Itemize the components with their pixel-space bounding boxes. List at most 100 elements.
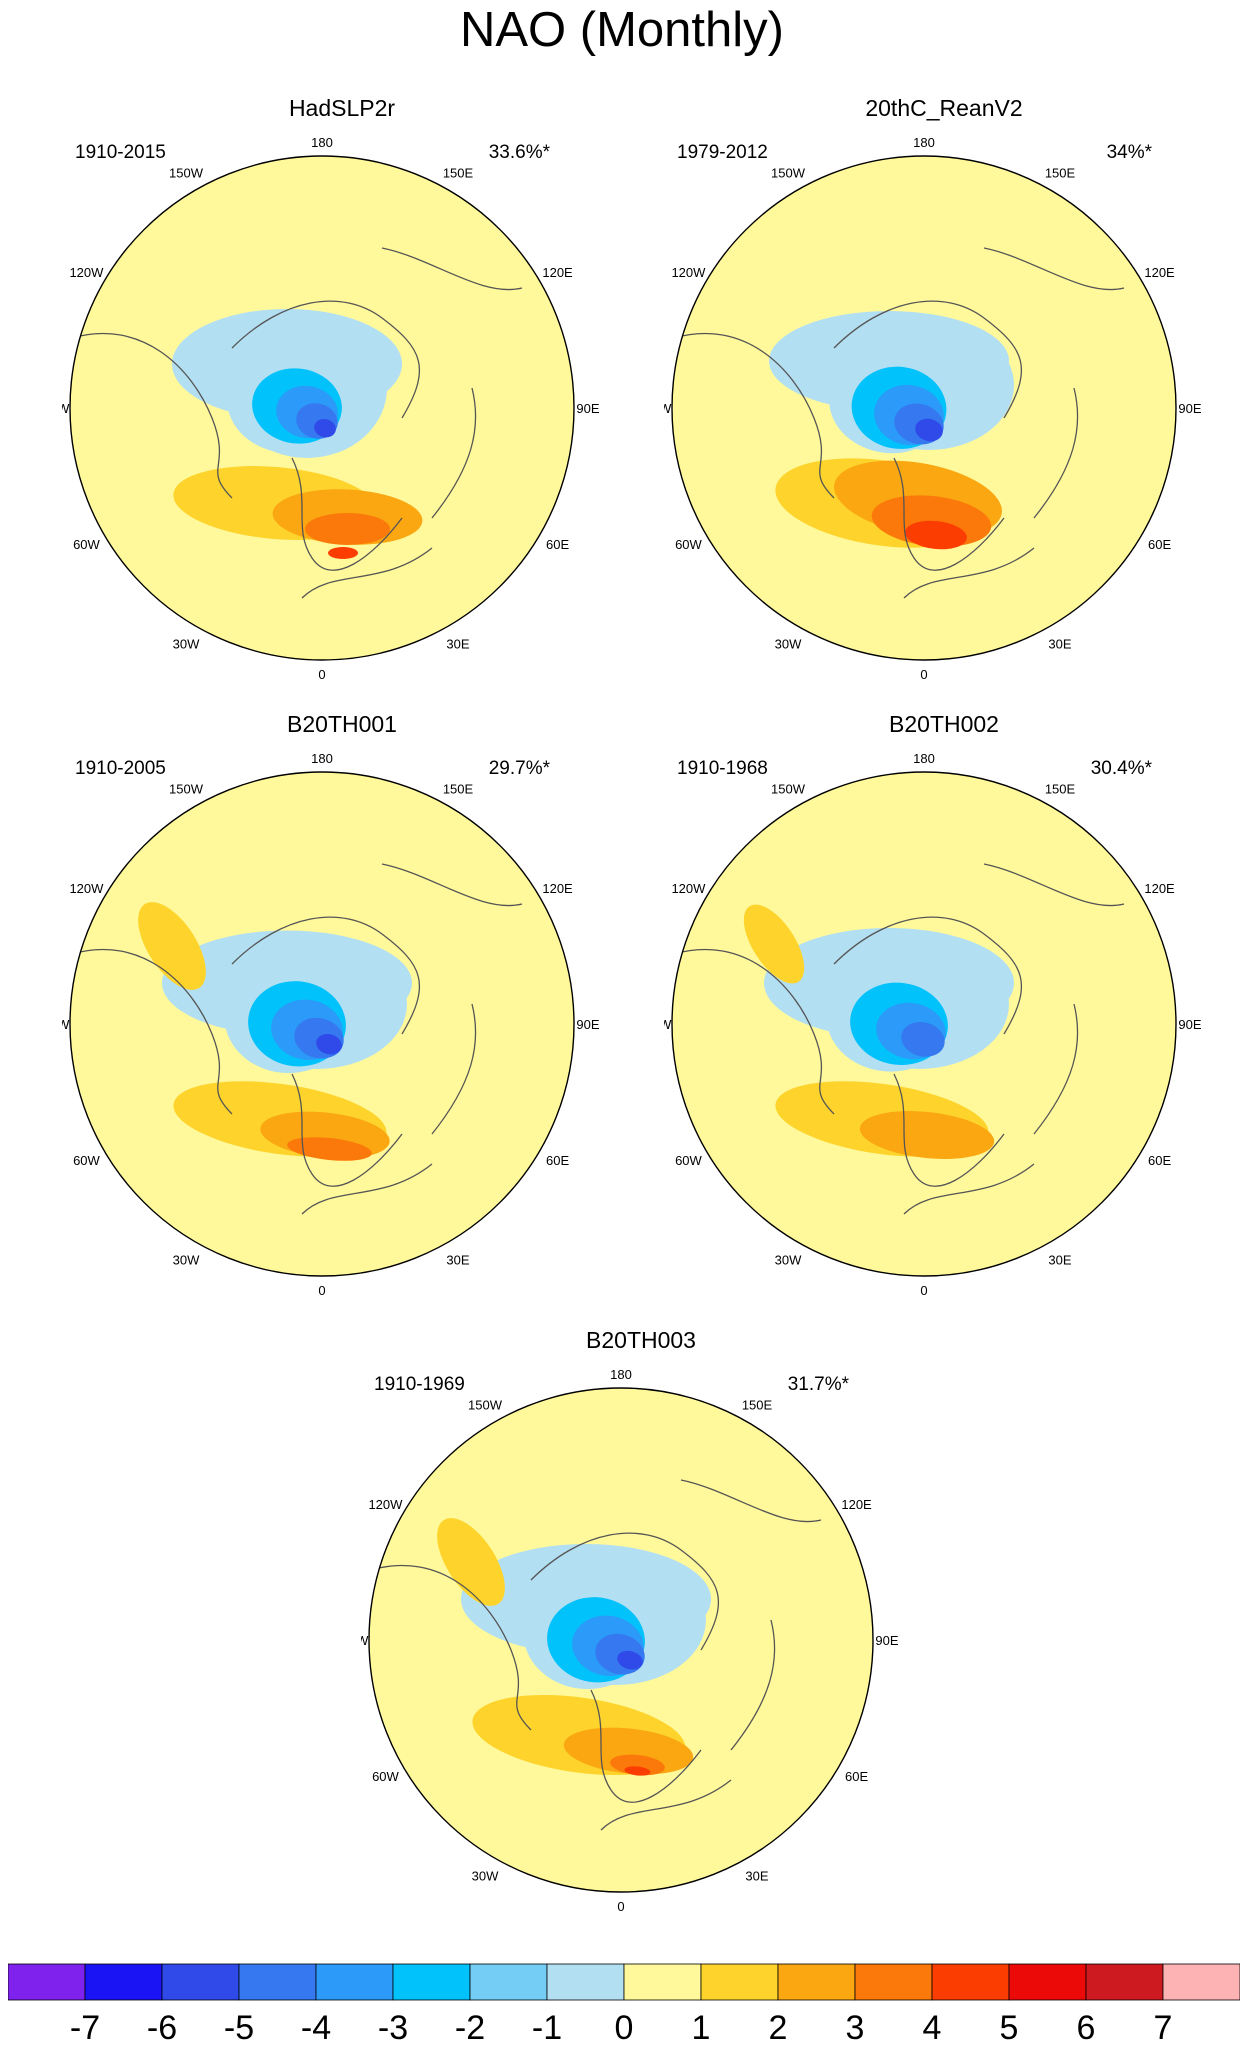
longitude-label: 120W: [69, 881, 104, 896]
colorbar-box: [84, 1963, 163, 2001]
panel-title: HadSLP2r: [288, 95, 396, 121]
positive-anomaly-contour: [287, 1137, 372, 1161]
positive-anomaly-contour: [859, 1111, 995, 1159]
colorbar-label: -2: [455, 2009, 485, 2043]
polar-map: 180 150E 120E 90E 60E 30E 0 30W 60W 90W 120W 150W: [664, 751, 1202, 1298]
longitude-label: 30E: [1048, 1253, 1071, 1268]
longitude-label: 90E: [1178, 401, 1201, 416]
longitude-label: 30E: [446, 1253, 469, 1268]
longitude-label: 60W: [73, 1153, 100, 1168]
coastline: [301, 547, 433, 599]
colorbar-box: [315, 1963, 394, 2001]
positive-anomaly-contour: [328, 547, 358, 559]
longitude-label: 150W: [169, 781, 204, 796]
longitude-label: 90E: [875, 1633, 898, 1648]
longitude-label: 0: [318, 1283, 325, 1298]
longitude-label: 60E: [546, 1153, 569, 1168]
colorbar-label: -4: [301, 2009, 331, 2043]
longitude-label: 150E: [1045, 165, 1076, 180]
longitude-label: 180: [913, 135, 935, 150]
coastline: [381, 247, 523, 291]
coastline: [530, 1532, 720, 1651]
longitude-label: 150E: [742, 1397, 773, 1412]
colorbar-label: 1: [692, 2009, 711, 2043]
colorbar-label: -7: [70, 2009, 100, 2043]
coastline: [381, 863, 523, 907]
longitude-label: 60E: [1148, 1153, 1171, 1168]
colorbar-label: 2: [769, 2009, 788, 2043]
map-panel-b20th002: B20TH002 1910-1968 30.4%* 180 150E 120E 90E 60E…: [664, 711, 1224, 1301]
map-border: [671, 771, 1177, 1277]
longitude-label: 180: [311, 751, 333, 766]
colorbar-label: -6: [147, 2009, 177, 2043]
colorbar-label: 6: [1077, 2009, 1096, 2043]
longitude-label: 90W: [664, 1017, 672, 1032]
colorbar-label: -3: [378, 2009, 408, 2043]
polar-map: 180 150E 120E 90E 60E 30E 0 30W 60W 90W 120W 150W: [361, 1367, 899, 1914]
panel-title: B20TH003: [586, 1327, 696, 1353]
coastline: [730, 1619, 776, 1751]
coastline: [1033, 387, 1079, 519]
positive-anomaly-contour: [437, 1518, 505, 1606]
panel-variance: 30.4%*: [1090, 758, 1152, 779]
colorbar-box: [1162, 1963, 1240, 2001]
longitude-label: 150E: [443, 781, 474, 796]
colorbar-label: 3: [846, 2009, 865, 2043]
longitude-label: 90W: [62, 1017, 70, 1032]
colorbar-box: [1085, 1963, 1164, 2001]
longitude-label: 90E: [576, 401, 599, 416]
map-panel-hadslp2r: HadSLP2r 1910-2015 33.6%* 180 150E 120E 90E 60E…: [62, 95, 622, 685]
coastline: [680, 1479, 822, 1523]
coastline: [71, 332, 233, 499]
negative-anomaly-contour: [314, 419, 336, 438]
longitude-label: 120W: [368, 1497, 403, 1512]
coastline: [301, 1163, 433, 1215]
longitude-label: 120W: [671, 265, 706, 280]
longitude-label: 30E: [446, 637, 469, 652]
coastline: [1033, 1003, 1079, 1135]
longitude-label: 60W: [372, 1769, 399, 1784]
longitude-label: 90E: [1178, 1017, 1201, 1032]
coastline: [291, 457, 403, 571]
positive-anomaly-contour: [905, 520, 967, 550]
longitude-label: 60E: [546, 537, 569, 552]
colorbar-label: 5: [1000, 2009, 1019, 2043]
longitude-label: 150W: [169, 165, 204, 180]
coastline: [673, 948, 835, 1115]
colorbar-label: 7: [1154, 2009, 1173, 2043]
coastline: [893, 457, 1005, 571]
colorbar-box: [469, 1963, 548, 2001]
map-panel-20thc: 20thC_ReanV2 1979-2012 34%* 180 150E 120E 90E 6…: [664, 95, 1224, 685]
panel-period: 1910-2015: [75, 142, 166, 163]
polar-map: 180 150E 120E 90E 60E 30E 0 30W 60W 90W 120W 150W: [664, 135, 1202, 682]
panel-title: B20TH002: [889, 711, 999, 737]
colorbar: -7 -6 -5 -4 -3 -2 -1 0 1 2 3 4 5 6 7: [8, 1963, 1240, 2043]
longitude-label: 150W: [468, 1397, 503, 1412]
negative-anomaly-contour: [316, 1033, 342, 1055]
polar-map: 180 150E 120E 90E 60E 30E 0 30W 60W 90W 120W 150W: [62, 751, 600, 1298]
panel-period: 1979-2012: [677, 142, 768, 163]
longitude-label: 30W: [775, 637, 802, 652]
colorbar-box: [161, 1963, 240, 2001]
longitude-label: 180: [610, 1367, 632, 1382]
longitude-label: 0: [318, 667, 325, 682]
map-border: [69, 155, 575, 661]
longitude-label: 90W: [361, 1633, 369, 1648]
coastline: [983, 247, 1125, 291]
longitude-label: 30E: [745, 1869, 768, 1884]
positive-anomaly-contour: [305, 513, 390, 545]
colorbar-box: [777, 1963, 856, 2001]
coastline: [903, 547, 1035, 599]
colorbar-label: -1: [532, 2009, 562, 2043]
longitude-label: 150W: [771, 781, 806, 796]
longitude-label: 30W: [472, 1869, 499, 1884]
map-panel-b20th001: B20TH001 1910-2005 29.7%* 180 150E 120E 90E 60E…: [62, 711, 622, 1301]
longitude-label: 120W: [671, 881, 706, 896]
coastline: [370, 1564, 532, 1731]
longitude-label: 120E: [542, 881, 573, 896]
longitude-label: 120E: [841, 1497, 872, 1512]
longitude-label: 0: [920, 667, 927, 682]
colorbar-box: [392, 1963, 471, 2001]
colorbar-box: [8, 1963, 86, 2001]
figure-title: NAO (Monthly): [459, 3, 784, 57]
